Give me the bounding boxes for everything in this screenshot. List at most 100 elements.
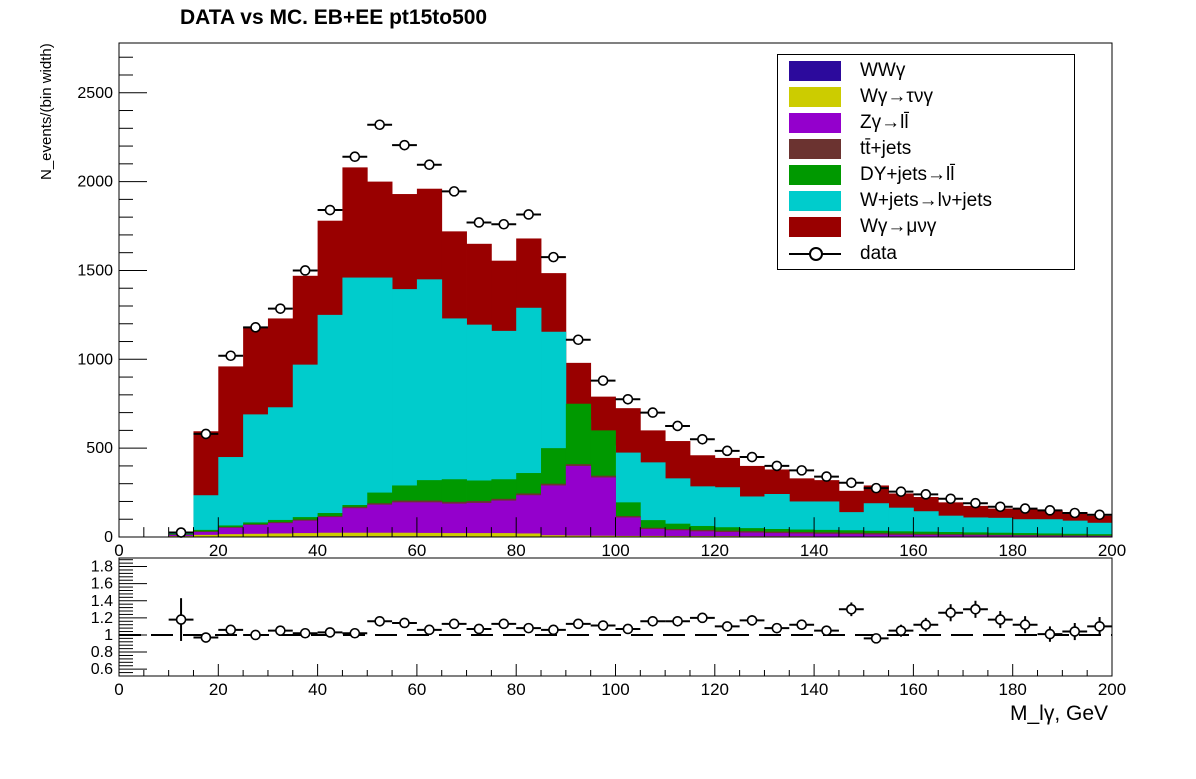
- lower-axes-box: [119, 558, 1112, 676]
- data-point-10: [425, 160, 434, 169]
- data-point-36: [1070, 509, 1079, 518]
- bar-2-11: [442, 504, 467, 537]
- data-point-0: [177, 528, 186, 537]
- data-point-30: [921, 490, 930, 499]
- data-point-19: [648, 408, 657, 417]
- upper-xtick-label-120: 120: [701, 541, 729, 560]
- upper-ytick-label-2000: 2000: [77, 174, 113, 191]
- data-point-20: [673, 421, 682, 430]
- upper-xtick-label-140: 140: [800, 541, 828, 560]
- bar-5-2: [218, 457, 243, 537]
- lower-xtick-label-200: 200: [1098, 680, 1126, 699]
- data-point-7: [350, 152, 359, 161]
- legend-swatch-w-jets: [789, 191, 841, 211]
- upper-xtick-label-40: 40: [308, 541, 327, 560]
- data-point-18: [623, 395, 632, 404]
- x-axis-label: M_lγ, GeV: [1010, 702, 1108, 726]
- ratio-point-20: [673, 617, 682, 626]
- bar-2-18: [616, 517, 641, 537]
- bar-2-12: [467, 503, 492, 537]
- legend: WWγ Wγ→τνγ Zγ→ll̄ tt̄+jets DY+jets→ll̄ W…: [777, 54, 1075, 270]
- data-point-12: [474, 218, 483, 227]
- ratio-point-26: [822, 626, 831, 635]
- bar-5-7: [342, 278, 367, 537]
- legend-item-dy-jets: DY+jets→ll̄: [786, 163, 1066, 187]
- upper-ytick-label-0: 0: [104, 529, 113, 546]
- bar-1-12: [467, 533, 492, 537]
- legend-label-wg-munug: Wγ→μνγ: [860, 216, 936, 238]
- ratio-point-27: [847, 605, 856, 614]
- upper-xtick-label-200: 200: [1098, 541, 1126, 560]
- ratio-point-0: [177, 615, 186, 624]
- data-point-11: [450, 187, 459, 196]
- ratio-point-12: [474, 624, 483, 633]
- bar-5-5: [293, 365, 318, 537]
- bar-2-9: [392, 502, 417, 537]
- ratio-point-36: [1070, 627, 1079, 636]
- data-point-24: [772, 461, 781, 470]
- data-point-8: [375, 120, 384, 129]
- legend-label-ttbar-jets: tt̄+jets: [860, 138, 911, 160]
- bar-2-14: [516, 495, 541, 537]
- y-axis-label: N_events/(bin width): [38, 43, 55, 180]
- ratio-point-5: [301, 629, 310, 638]
- lower-ytick-label-1.6: 1.6: [91, 576, 113, 593]
- data-point-6: [326, 206, 335, 215]
- ratio-point-4: [276, 626, 285, 635]
- legend-item-wg-munug: Wγ→μνγ: [786, 215, 1066, 239]
- bar-2-15: [541, 485, 566, 537]
- lower-ytick-label-1.4: 1.4: [91, 593, 113, 610]
- bar-2-19: [640, 529, 665, 537]
- ratio-point-32: [971, 605, 980, 614]
- legend-data-marker-icon: [809, 247, 823, 261]
- ratio-point-16: [574, 619, 583, 628]
- data-point-32: [971, 499, 980, 508]
- ratio-point-2: [226, 625, 235, 634]
- upper-ytick-label-500: 500: [86, 440, 113, 457]
- data-point-9: [400, 141, 409, 150]
- lower-xtick-label-160: 160: [899, 680, 927, 699]
- data-point-3: [251, 323, 260, 332]
- bar-2-20: [665, 530, 690, 537]
- upper-xtick-label-180: 180: [999, 541, 1027, 560]
- ratio-point-31: [946, 608, 955, 617]
- legend-item-wg-taunug: Wγ→τνγ: [786, 85, 1066, 109]
- legend-item-wwg: WWγ: [786, 59, 1066, 83]
- ratio-point-15: [549, 625, 558, 634]
- ratio-point-14: [524, 624, 533, 633]
- data-point-14: [524, 210, 533, 219]
- ratio-point-17: [599, 621, 608, 630]
- ratio-point-37: [1095, 622, 1104, 631]
- ratio-point-10: [425, 625, 434, 634]
- lower-xtick-label-80: 80: [507, 680, 526, 699]
- ratio-point-30: [921, 620, 930, 629]
- ratio-point-24: [772, 624, 781, 633]
- lower-ytick-label-0.6: 0.6: [91, 661, 113, 678]
- legend-item-zg-ll: Zγ→ll̄: [786, 111, 1066, 135]
- data-point-4: [276, 304, 285, 313]
- data-point-23: [748, 453, 757, 462]
- legend-swatch-wg-taunug: [789, 87, 841, 107]
- ratio-point-19: [648, 617, 657, 626]
- legend-item-ttbar-jets: tt̄+jets: [786, 137, 1066, 161]
- bar-2-17: [591, 477, 616, 537]
- legend-swatch-dy-jets: [789, 165, 841, 185]
- lower-ytick-label-1.8: 1.8: [91, 559, 113, 576]
- lower-xtick-label-180: 180: [999, 680, 1027, 699]
- data-point-1: [201, 429, 210, 438]
- y-axis-label-text: N_events/(bin width): [38, 43, 55, 180]
- bar-5-6: [318, 315, 343, 537]
- bar-2-7: [342, 508, 367, 537]
- data-point-5: [301, 266, 310, 275]
- lower-xtick-label-120: 120: [701, 680, 729, 699]
- bar-5-4: [268, 407, 293, 537]
- lower-ratio-points: [169, 598, 1112, 643]
- ratio-point-11: [450, 619, 459, 628]
- upper-xtick-label-160: 160: [899, 541, 927, 560]
- legend-label-wg-taunug: Wγ→τνγ: [860, 86, 933, 108]
- upper-xtick-label-100: 100: [601, 541, 629, 560]
- upper-ytick-label-1500: 1500: [77, 262, 113, 279]
- legend-label-zg-ll: Zγ→ll̄: [860, 112, 909, 134]
- ratio-point-28: [872, 634, 881, 643]
- data-point-22: [723, 446, 732, 455]
